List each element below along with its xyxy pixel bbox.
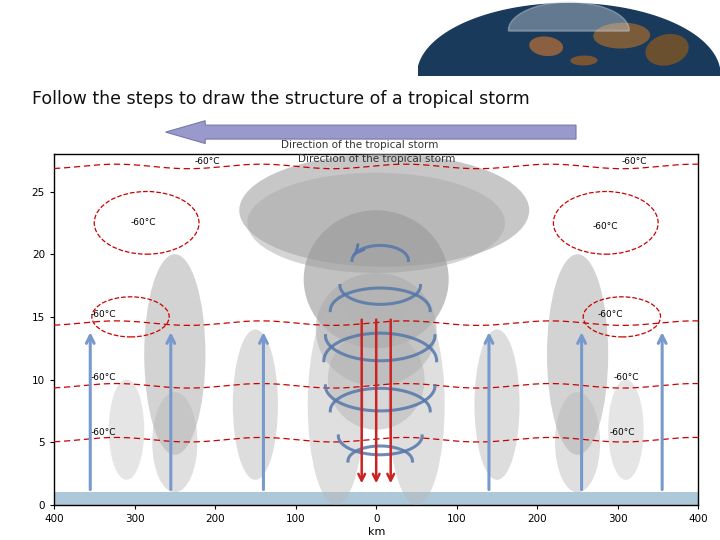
Text: -60°C: -60°C	[90, 428, 116, 437]
Ellipse shape	[593, 23, 650, 49]
Ellipse shape	[239, 154, 529, 267]
Ellipse shape	[248, 173, 505, 273]
Ellipse shape	[233, 329, 278, 480]
Text: -60°C: -60°C	[90, 310, 116, 319]
Ellipse shape	[328, 329, 425, 430]
Ellipse shape	[608, 380, 644, 480]
Text: -60°C: -60°C	[598, 310, 624, 319]
Ellipse shape	[388, 305, 445, 505]
Polygon shape	[508, 2, 629, 31]
Text: -60°C: -60°C	[610, 428, 635, 437]
Text: Environmental Hazards: Environmental Hazards	[16, 49, 178, 63]
Bar	[54, 492, 698, 505]
Ellipse shape	[316, 273, 436, 386]
Ellipse shape	[109, 380, 144, 480]
FancyArrow shape	[166, 121, 576, 144]
Ellipse shape	[645, 34, 689, 66]
Text: Direction of the tropical storm: Direction of the tropical storm	[282, 140, 438, 151]
Ellipse shape	[547, 254, 608, 455]
Text: -60°C: -60°C	[614, 373, 639, 382]
Ellipse shape	[529, 36, 563, 56]
Text: -60°C: -60°C	[622, 157, 647, 166]
Ellipse shape	[570, 56, 598, 65]
Text: -60°C: -60°C	[195, 157, 220, 166]
Ellipse shape	[152, 392, 197, 492]
Ellipse shape	[304, 210, 449, 348]
Ellipse shape	[555, 392, 600, 492]
Text: -60°C: -60°C	[90, 373, 116, 382]
Ellipse shape	[144, 254, 205, 455]
Polygon shape	[418, 4, 720, 75]
Text: -60°C: -60°C	[592, 222, 618, 231]
Text: -60°C: -60°C	[130, 218, 156, 227]
Text: Direction of the tropical storm: Direction of the tropical storm	[297, 154, 455, 164]
Ellipse shape	[307, 305, 364, 505]
X-axis label: km: km	[367, 526, 385, 537]
Text: Geography: Geography	[16, 16, 146, 39]
Text: Follow the steps to draw the structure of a tropical storm: Follow the steps to draw the structure o…	[32, 90, 530, 107]
Ellipse shape	[474, 329, 520, 480]
